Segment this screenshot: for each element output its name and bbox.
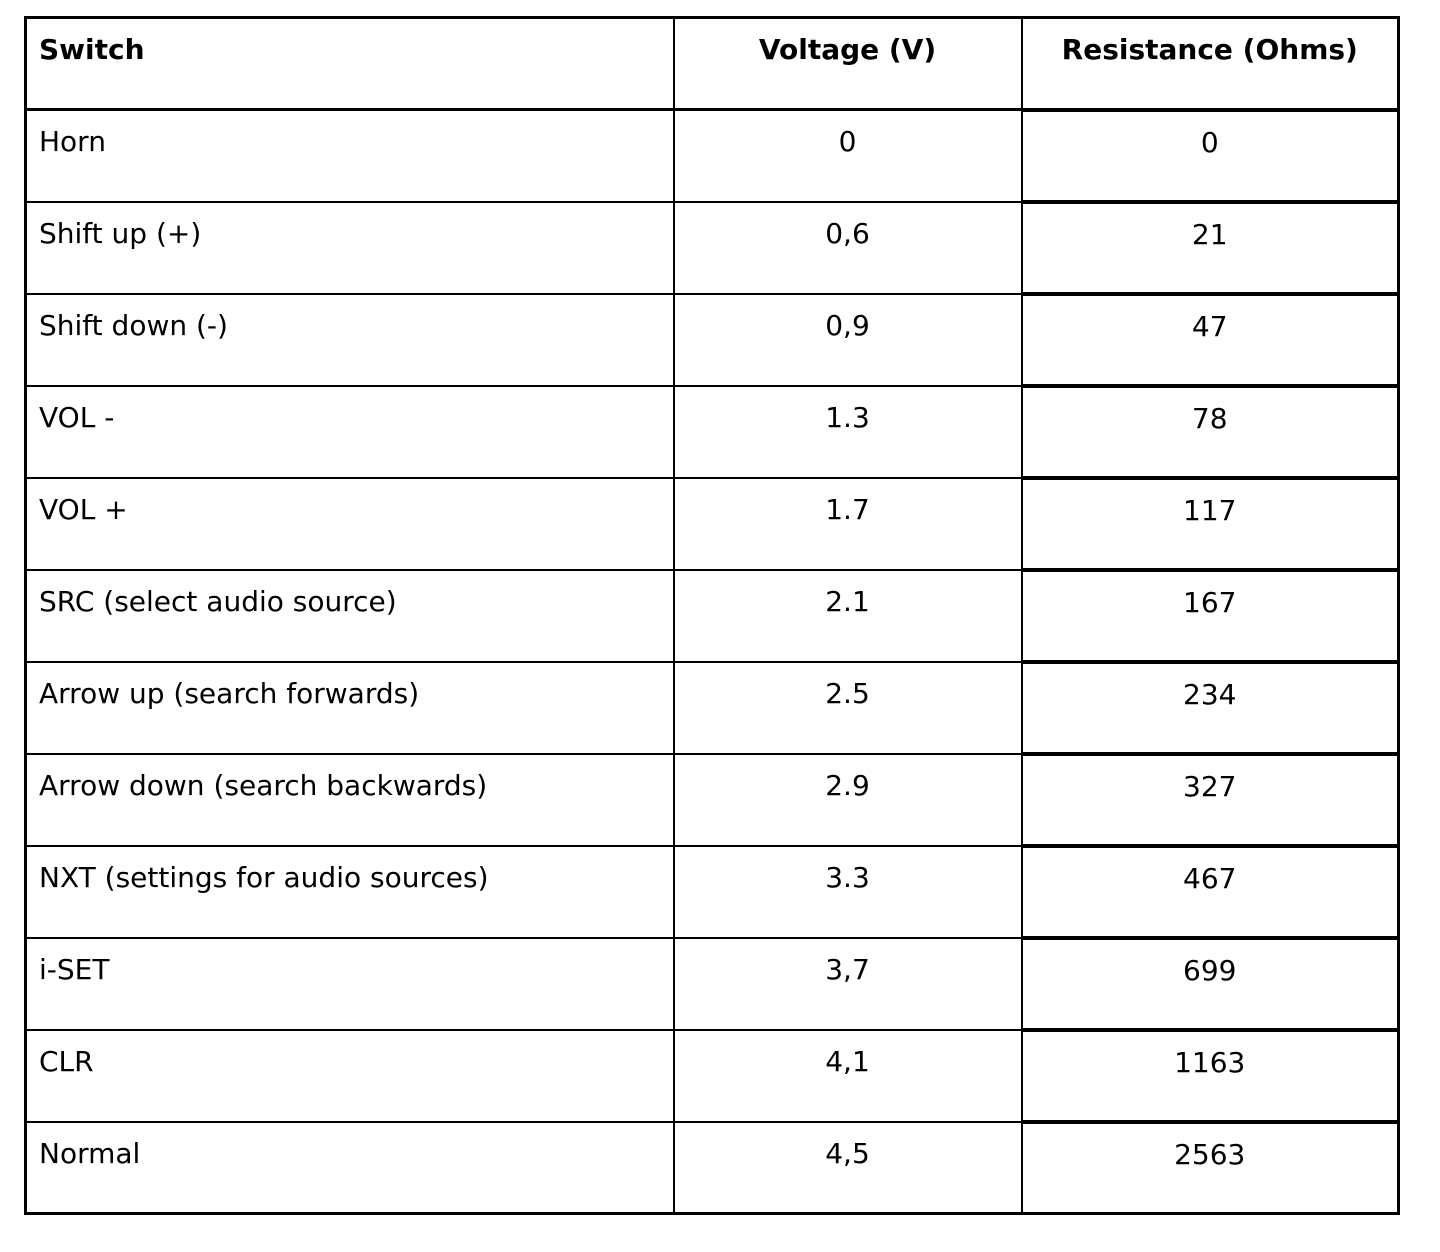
- table-row: Arrow down (search backwards) 2.9 327: [24, 751, 1400, 847]
- voltage-cell: 4,5: [672, 1120, 1023, 1215]
- voltage-cell: 4,1: [672, 1028, 1023, 1123]
- table-row: NXT (settings for audio sources) 3.3 467: [24, 843, 1400, 939]
- table-body: Horn 0 0 Shift up (+) 0,6 21 Shift down …: [24, 107, 1400, 1215]
- header-row: Switch Voltage (V) Resistance (Ohms): [24, 16, 1400, 112]
- voltage-cell: 2.1: [672, 568, 1023, 663]
- resistance-cell: 21: [1020, 199, 1400, 295]
- table-row: CLR 4,1 1163: [24, 1027, 1400, 1123]
- table-row: i-SET 3,7 699: [24, 935, 1400, 1031]
- column-header-voltage: Voltage (V): [672, 16, 1023, 111]
- switch-cell: Shift down (-): [24, 292, 675, 387]
- switch-cell: VOL -: [24, 384, 675, 479]
- switch-cell: NXT (settings for audio sources): [24, 844, 675, 939]
- voltage-cell: 3.3: [672, 844, 1023, 939]
- table-row: VOL + 1.7 117: [24, 475, 1400, 571]
- table-row: Shift down (-) 0,9 47: [24, 291, 1400, 387]
- switch-cell: Arrow up (search forwards): [24, 660, 675, 755]
- table-row: VOL - 1.3 78: [24, 383, 1400, 479]
- resistance-cell: 234: [1020, 659, 1400, 755]
- switch-cell: VOL +: [24, 476, 675, 571]
- voltage-cell: 1.3: [672, 384, 1023, 479]
- switch-cell: Horn: [24, 108, 675, 203]
- table-row: Shift up (+) 0,6 21: [24, 199, 1400, 295]
- voltage-cell: 0,6: [672, 200, 1023, 295]
- switch-cell: Shift up (+): [24, 200, 675, 295]
- resistance-cell: 2563: [1020, 1119, 1400, 1215]
- table-row: Horn 0 0: [24, 107, 1400, 203]
- resistance-cell: 699: [1020, 935, 1400, 1031]
- table-row: Normal 4,5 2563: [24, 1119, 1400, 1215]
- switch-voltage-resistance-table: Switch Voltage (V) Resistance (Ohms) Hor…: [24, 16, 1400, 1215]
- resistance-cell: 467: [1020, 843, 1400, 939]
- voltage-cell: 3,7: [672, 936, 1023, 1031]
- resistance-cell: 167: [1020, 567, 1400, 663]
- switch-cell: i-SET: [24, 936, 675, 1031]
- voltage-cell: 0,9: [672, 292, 1023, 387]
- voltage-cell: 2.9: [672, 752, 1023, 847]
- switch-cell: SRC (select audio source): [24, 568, 675, 663]
- switch-cell: Arrow down (search backwards): [24, 752, 675, 847]
- table-row: SRC (select audio source) 2.1 167: [24, 567, 1400, 663]
- table-row: Arrow up (search forwards) 2.5 234: [24, 659, 1400, 755]
- table-header: Switch Voltage (V) Resistance (Ohms): [24, 16, 1400, 112]
- resistance-cell: 47: [1020, 291, 1400, 387]
- switch-cell: CLR: [24, 1028, 675, 1123]
- voltage-cell: 1.7: [672, 476, 1023, 571]
- resistance-cell: 327: [1020, 751, 1400, 847]
- voltage-cell: 0: [672, 108, 1023, 203]
- column-header-resistance: Resistance (Ohms): [1020, 16, 1400, 112]
- document-page: Switch Voltage (V) Resistance (Ohms) Hor…: [24, 16, 1400, 1215]
- resistance-cell: 78: [1020, 383, 1400, 479]
- resistance-cell: 0: [1020, 107, 1400, 203]
- resistance-cell: 117: [1020, 475, 1400, 571]
- switch-cell: Normal: [24, 1120, 675, 1215]
- column-header-switch: Switch: [24, 16, 675, 111]
- voltage-cell: 2.5: [672, 660, 1023, 755]
- resistance-cell: 1163: [1020, 1027, 1400, 1123]
